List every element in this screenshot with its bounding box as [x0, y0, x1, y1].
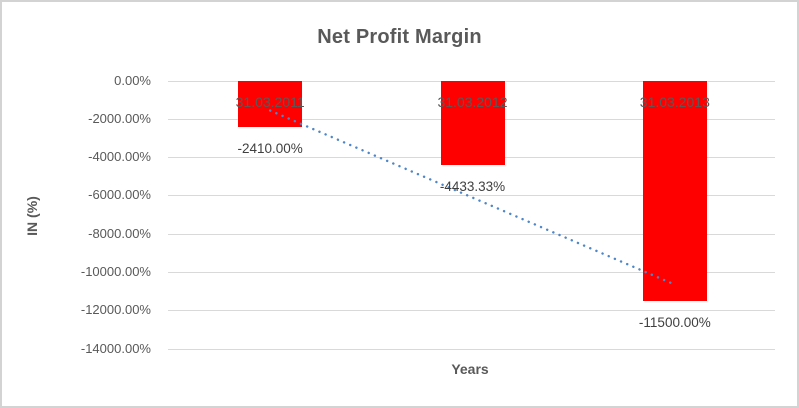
gridline [168, 272, 775, 273]
bar-31.03.2011 [238, 80, 303, 127]
bar-31.03.2013 [642, 80, 707, 301]
gridline [168, 310, 775, 312]
chart-title: Net Profit Margin [317, 26, 482, 48]
bar-31.03.2012 [440, 80, 505, 166]
y-tick-label: -14000.00% [80, 340, 151, 356]
gridline [168, 195, 775, 197]
y-tick-label: 0.00% [114, 72, 151, 88]
y-tick-label: -8000.00% [88, 225, 151, 241]
value-label: -4433.33% [439, 179, 506, 195]
category-label: 31.03.2011 [235, 94, 305, 110]
value-label: -2410.00% [237, 140, 303, 156]
category-label: 31.03.2012 [437, 94, 508, 110]
y-tick-label: -6000.00% [88, 187, 151, 203]
y-tick-label: -2000.00% [88, 110, 151, 126]
x-axis-title: Years [451, 361, 489, 377]
gridline [168, 348, 775, 350]
y-tick-label: -10000.00% [80, 264, 151, 279]
gridline [168, 233, 775, 235]
y-tick-label: -4000.00% [88, 149, 151, 165]
y-tick-label: -12000.00% [80, 302, 151, 318]
value-label: -11500.00% [638, 314, 711, 330]
category-label: 31.03.2013 [639, 94, 710, 110]
